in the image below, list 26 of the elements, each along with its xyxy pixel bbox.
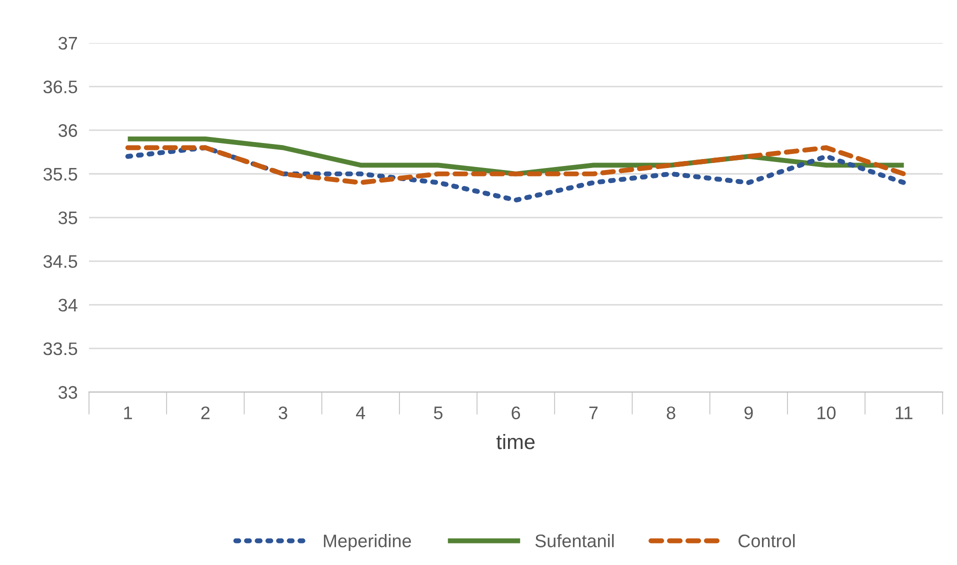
x-tick-label: 10 — [818, 406, 836, 420]
x-tick-label: 6 — [512, 406, 520, 420]
x-tick-label: 2 — [201, 406, 210, 420]
legend-label: Meperidine — [324, 534, 411, 551]
x-tick-label: 9 — [744, 406, 753, 420]
legend-label: Sufentanil — [535, 534, 614, 548]
y-tick-label: 36.5 — [43, 80, 78, 94]
x-tick-label: 7 — [589, 406, 598, 420]
x-axis-title: time — [496, 434, 535, 450]
x-tick-label: 1 — [124, 406, 132, 420]
x-tick-label: 11 — [896, 406, 912, 420]
line-series — [125, 145, 906, 186]
legend-label: Control — [738, 534, 795, 548]
y-tick-label: 34.5 — [43, 255, 78, 268]
y-tick-label: 33.5 — [43, 342, 78, 356]
y-tick-label: 33 — [58, 386, 78, 399]
y-tick-label: 36 — [58, 124, 78, 137]
y-tick-label: 35 — [58, 211, 78, 224]
x-tick-label: 5 — [434, 406, 442, 420]
y-tick-label: 37 — [58, 36, 77, 50]
y-tick-label: 34 — [58, 298, 78, 312]
line-series — [125, 145, 906, 202]
y-tick-label: 35.5 — [43, 168, 78, 181]
x-tick-label: 8 — [666, 406, 676, 420]
x-tick-label: 4 — [356, 406, 366, 420]
x-tick-label: 3 — [278, 406, 288, 420]
